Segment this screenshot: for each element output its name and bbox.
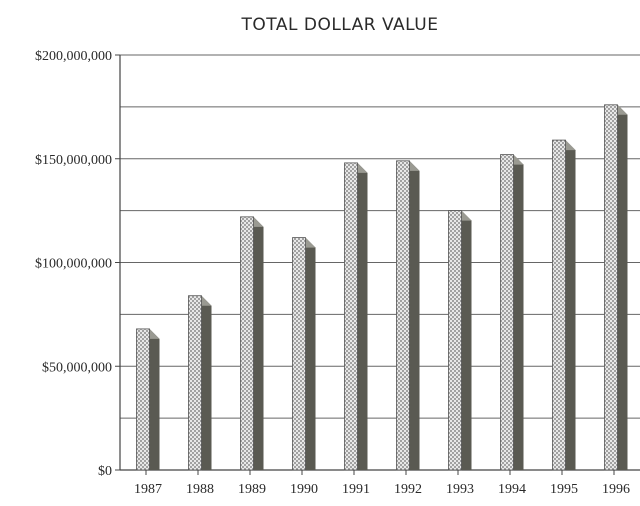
bar-1990 (292, 237, 316, 471)
x-tick-label: 1991 (342, 482, 370, 497)
y-tick-label: $0 (98, 464, 112, 479)
bar-1989 (240, 216, 264, 471)
bar-1994 (500, 154, 524, 471)
bar-side (461, 210, 472, 470)
bar-face (552, 139, 566, 471)
x-tick-label: 1994 (498, 482, 526, 497)
bar-side (149, 328, 160, 470)
bar-1987 (136, 328, 160, 471)
bar-side (409, 160, 420, 470)
bar-1995 (552, 139, 576, 471)
bar-side (617, 104, 628, 471)
x-tick-label: 1988 (186, 482, 214, 497)
bar-side (513, 154, 524, 470)
x-tick-label: 1996 (602, 482, 630, 497)
y-tick-label: $100,000,000 (35, 257, 112, 272)
bar-side (201, 295, 212, 470)
bar-side (565, 140, 576, 470)
x-tick-label: 1990 (290, 482, 318, 497)
bar-face (604, 104, 618, 471)
y-tick-label: $200,000,000 (35, 49, 112, 64)
bar-side (253, 216, 264, 470)
x-tick-label: 1993 (446, 482, 474, 497)
bar-face (240, 216, 254, 471)
y-tick-labels: $0 $50,000,000 $100,000,000 $150,000,000 $20… (35, 49, 120, 479)
bar-face (500, 154, 514, 471)
bar-face (188, 295, 202, 471)
bars (136, 104, 628, 471)
bar-1993 (448, 210, 472, 471)
x-tick-label: 1995 (550, 482, 578, 497)
bar-side (357, 162, 368, 470)
bar-1992 (396, 160, 420, 471)
x-tick-label: 1992 (394, 482, 422, 497)
bar-1988 (188, 295, 212, 471)
bar-face (344, 162, 358, 471)
y-tick-label: $150,000,000 (35, 153, 112, 168)
bar-face (136, 328, 150, 471)
x-tick-label: 1989 (238, 482, 266, 497)
x-tick-label: 1987 (134, 482, 162, 497)
x-tick-labels: 1987 1988 1989 1990 1991 1992 1993 1994 1995 1996 (134, 470, 630, 497)
bar-face (292, 237, 306, 471)
chart-title: TOTAL DOLLAR VALUE (241, 15, 439, 35)
bar-face (396, 160, 410, 471)
bar-side (305, 237, 316, 470)
bar-1991 (344, 162, 368, 471)
bar-1996 (604, 104, 628, 471)
y-tick-label: $50,000,000 (42, 360, 112, 375)
bar-face (448, 210, 462, 471)
